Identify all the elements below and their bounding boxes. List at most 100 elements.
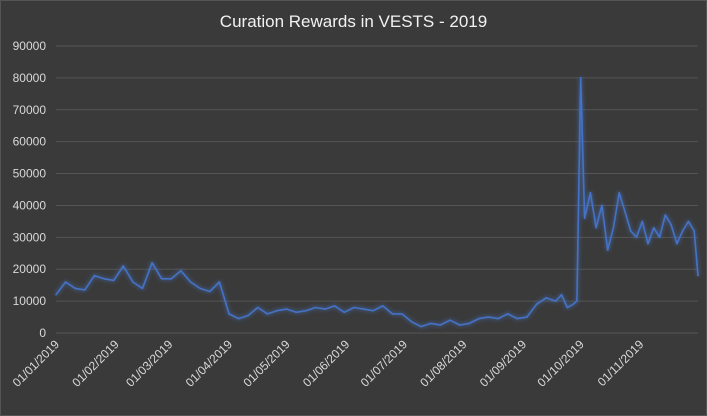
data-point bbox=[624, 211, 626, 213]
data-point bbox=[382, 305, 384, 307]
data-point bbox=[589, 191, 592, 194]
data-point bbox=[74, 287, 76, 290]
y-tick-label: 20000 bbox=[13, 262, 47, 276]
data-point bbox=[141, 287, 144, 290]
x-axis-ticks: 01/01/2019 01/02/2019 01/03/2019 01/04/2019… bbox=[10, 337, 647, 390]
data-point bbox=[276, 309, 278, 312]
data-point bbox=[664, 214, 667, 216]
y-tick-label: 80000 bbox=[13, 71, 47, 85]
data-point bbox=[333, 305, 336, 307]
x-tick-label: 01/05/2019 bbox=[240, 337, 293, 390]
chart-title: Curation Rewards in VESTS - 2019 bbox=[219, 12, 488, 31]
data-point bbox=[324, 308, 326, 310]
data-point bbox=[199, 287, 201, 290]
data-point bbox=[618, 191, 620, 194]
data-point bbox=[516, 317, 519, 320]
data-point bbox=[257, 306, 259, 309]
data-point bbox=[84, 289, 86, 291]
y-tick-label: 70000 bbox=[13, 103, 47, 117]
data-point bbox=[506, 313, 509, 315]
data-point bbox=[526, 316, 528, 318]
data-point bbox=[314, 306, 317, 309]
gridlines bbox=[56, 45, 698, 334]
data-point bbox=[266, 313, 269, 315]
data-point bbox=[362, 308, 365, 310]
data-point bbox=[653, 227, 655, 229]
data-point bbox=[693, 230, 695, 232]
data-point bbox=[658, 236, 661, 239]
data-point bbox=[439, 324, 442, 326]
data-point bbox=[151, 262, 153, 264]
x-tick-label: 01/01/2019 bbox=[10, 337, 63, 390]
series-line bbox=[55, 77, 699, 328]
data-point bbox=[458, 324, 461, 326]
data-point bbox=[449, 319, 451, 322]
data-point bbox=[606, 249, 609, 251]
data-point bbox=[601, 204, 603, 207]
data-point bbox=[697, 274, 699, 277]
data-point bbox=[189, 281, 192, 283]
x-tick-label: 01/02/2019 bbox=[69, 337, 122, 390]
data-point bbox=[612, 227, 615, 229]
data-point bbox=[228, 313, 230, 315]
x-tick-label: 01/10/2019 bbox=[534, 337, 587, 390]
data-point bbox=[410, 321, 413, 323]
data-point bbox=[535, 303, 538, 306]
data-point bbox=[132, 281, 134, 283]
y-tick-label: 50000 bbox=[13, 167, 47, 181]
data-point bbox=[572, 303, 574, 306]
data-point bbox=[401, 313, 403, 315]
data-point bbox=[170, 278, 173, 280]
data-point bbox=[180, 270, 182, 272]
data-point bbox=[555, 300, 557, 302]
data-point bbox=[487, 316, 490, 318]
data-point bbox=[576, 300, 578, 302]
data-point bbox=[560, 293, 563, 296]
data-point bbox=[687, 220, 690, 223]
data-point bbox=[647, 242, 649, 245]
data-point bbox=[122, 265, 125, 267]
data-point bbox=[635, 236, 638, 239]
data-point bbox=[641, 220, 644, 223]
data-point bbox=[430, 322, 432, 325]
data-point bbox=[468, 322, 471, 325]
data-point bbox=[545, 297, 547, 299]
data-point bbox=[343, 311, 346, 314]
y-axis-ticks: 0 10000 20000 30000 40000 50000 60000 70000 8000… bbox=[13, 39, 47, 340]
data-point bbox=[103, 278, 105, 280]
data-point bbox=[579, 77, 582, 79]
data-point bbox=[285, 308, 288, 310]
data-point bbox=[305, 309, 307, 312]
data-point bbox=[566, 306, 569, 309]
data-point bbox=[676, 242, 678, 245]
data-point bbox=[353, 306, 355, 309]
y-tick-label: 30000 bbox=[13, 230, 47, 244]
x-tick-label: 01/03/2019 bbox=[123, 337, 176, 390]
x-tick-label: 01/09/2019 bbox=[477, 337, 530, 390]
x-tick-label: 01/08/2019 bbox=[417, 337, 470, 390]
x-tick-label: 01/11/2019 bbox=[595, 337, 647, 389]
data-point bbox=[160, 278, 163, 280]
data-point bbox=[670, 223, 672, 226]
data-point bbox=[420, 325, 423, 328]
data-point bbox=[112, 279, 115, 282]
data-point bbox=[629, 230, 632, 232]
x-tick-label: 01/06/2019 bbox=[300, 337, 353, 390]
data-point bbox=[295, 311, 298, 314]
series-layer bbox=[55, 77, 699, 328]
data-point bbox=[209, 290, 211, 293]
x-tick-label: 01/07/2019 bbox=[358, 337, 411, 390]
y-tick-label: 90000 bbox=[13, 39, 47, 53]
data-point bbox=[372, 309, 375, 312]
y-tick-label: 10000 bbox=[13, 294, 47, 308]
data-point bbox=[391, 313, 394, 315]
y-tick-label: 60000 bbox=[13, 135, 47, 149]
data-point bbox=[218, 281, 221, 283]
data-point bbox=[595, 227, 597, 229]
data-point bbox=[93, 274, 96, 277]
data-point bbox=[247, 314, 249, 317]
y-tick-label: 0 bbox=[39, 326, 46, 340]
x-tick-label: 01/04/2019 bbox=[183, 337, 236, 390]
